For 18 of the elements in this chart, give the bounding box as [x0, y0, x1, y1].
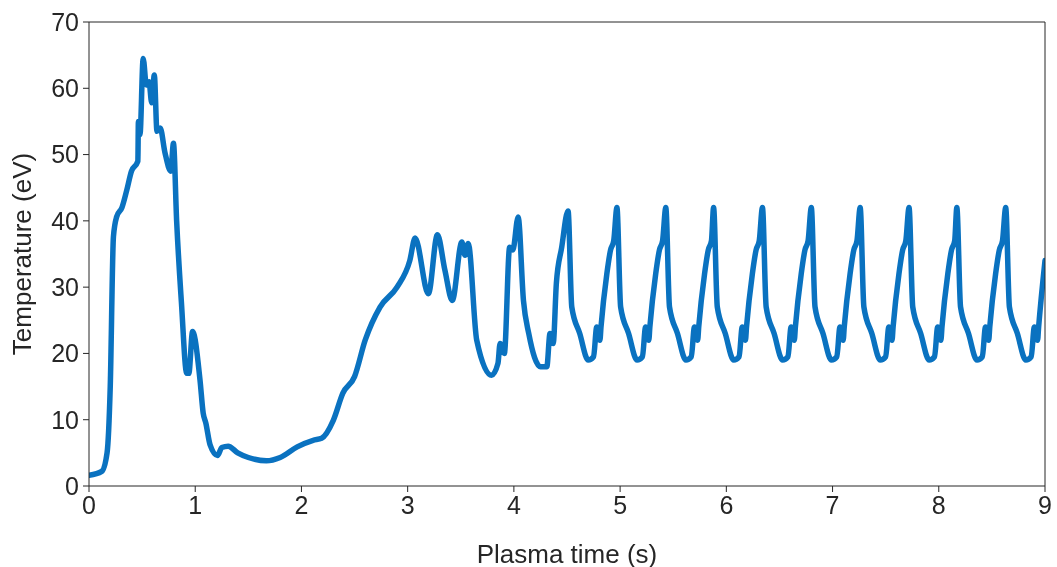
x-tick-label: 2: [294, 490, 309, 519]
y-tick-label: 70: [51, 7, 79, 36]
y-axis-title: Temperature (eV): [7, 152, 38, 356]
y-tick-label: 20: [51, 339, 79, 368]
x-tick-label: 4: [506, 490, 521, 519]
y-tick-label: 30: [51, 273, 79, 302]
x-tick-label: 8: [931, 490, 946, 519]
x-tick-label: 1: [188, 490, 203, 519]
x-tick-label: 3: [400, 490, 415, 519]
y-tick-label: 10: [51, 405, 79, 434]
x-tick-label: 7: [825, 490, 840, 519]
x-tick-label: 9: [1038, 490, 1052, 519]
y-tick-label: 60: [51, 74, 79, 103]
y-tick-label: 40: [51, 206, 79, 235]
y-tick-label: 50: [51, 140, 79, 169]
y-tick-label: 0: [65, 471, 79, 500]
x-tick-label: 5: [613, 490, 628, 519]
x-tick-label: 6: [719, 490, 734, 519]
